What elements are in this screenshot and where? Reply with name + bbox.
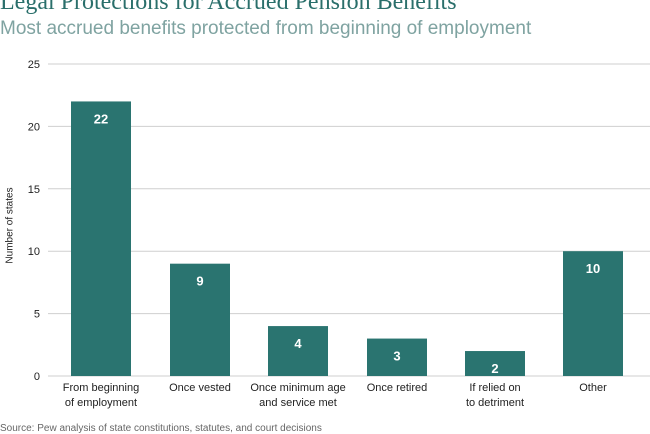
bar xyxy=(268,326,328,376)
data-label: 3 xyxy=(393,349,400,364)
data-label: 22 xyxy=(94,111,108,126)
bar xyxy=(465,351,525,376)
y-tick-label: 25 xyxy=(28,59,40,71)
bar xyxy=(170,263,230,376)
chart-title: Legal Protections for Accrued Pension Be… xyxy=(0,0,457,15)
data-label: 2 xyxy=(491,361,498,376)
bar xyxy=(563,251,623,376)
x-tick-label: Other xyxy=(579,382,607,394)
chart-subtitle: Most accrued benefits protected from beg… xyxy=(0,18,532,39)
data-label: 10 xyxy=(586,261,600,276)
y-tick-label: 20 xyxy=(28,121,40,133)
y-tick-label: 5 xyxy=(34,309,40,321)
data-label: 4 xyxy=(294,336,302,351)
x-tick-label: Once retired xyxy=(367,382,428,394)
bar xyxy=(71,101,131,376)
x-tick-label: From beginning xyxy=(63,382,139,394)
bar xyxy=(367,338,427,376)
x-tick-label: If relied on xyxy=(469,382,520,394)
x-tick-label: and service met xyxy=(259,397,337,409)
y-tick-label: 10 xyxy=(28,246,40,258)
x-tick-label: of employment xyxy=(65,397,137,409)
x-tick-label: Once vested xyxy=(169,382,231,394)
y-tick-label: 15 xyxy=(28,184,40,196)
y-tick-label: 0 xyxy=(34,371,40,383)
x-tick-label: to detriment xyxy=(466,397,524,409)
data-label: 9 xyxy=(196,274,203,289)
source-note: Source: Pew analysis of state constituti… xyxy=(0,423,322,434)
x-tick-label: Once minimum age xyxy=(250,382,345,394)
